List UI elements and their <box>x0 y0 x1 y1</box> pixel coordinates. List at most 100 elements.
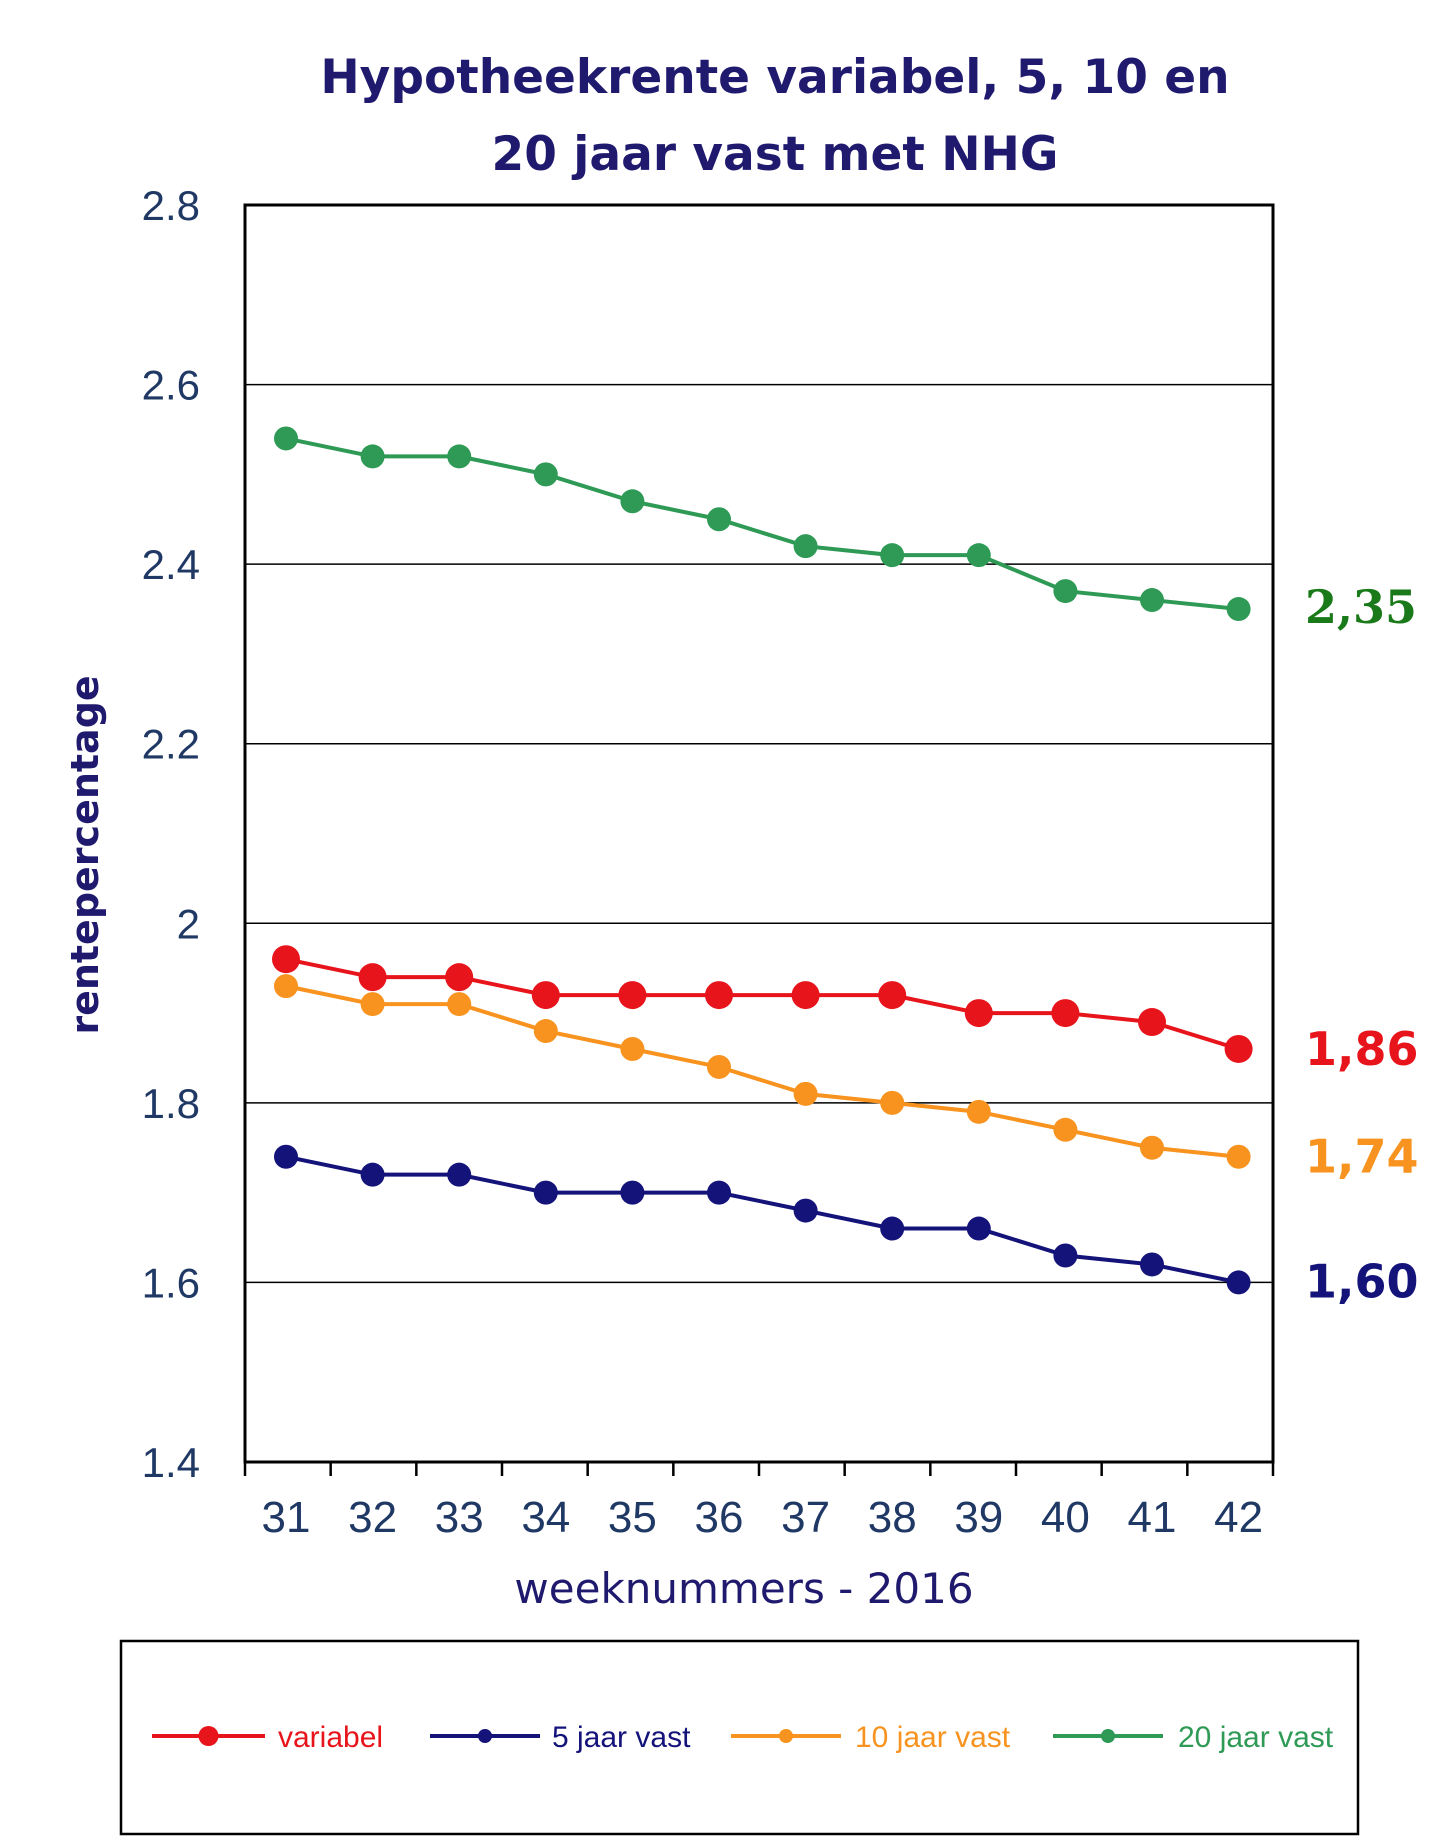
legend-label: 20 jaar vast <box>1178 1721 1334 1754</box>
x-tick-label: 33 <box>435 1493 484 1542</box>
data-point <box>272 945 300 974</box>
data-point <box>793 534 818 559</box>
data-point <box>533 462 558 487</box>
x-axis-label: weeknummers - 2016 <box>514 1564 973 1613</box>
data-point <box>445 963 474 992</box>
data-point <box>447 444 472 469</box>
data-point <box>878 981 907 1010</box>
data-point <box>964 999 993 1028</box>
y-tick-label: 1.8 <box>142 1080 200 1127</box>
series-5-jaar-vast <box>274 1144 1251 1295</box>
data-point <box>274 426 298 451</box>
data-point <box>618 981 647 1010</box>
x-tick-label: 37 <box>781 1493 830 1542</box>
x-tick-label: 38 <box>868 1493 917 1542</box>
y-axis-label: rentepercentage <box>63 675 107 1034</box>
chart-title-line-2: 20 jaar vast met NHG <box>492 127 1059 182</box>
legend-label: 10 jaar vast <box>855 1721 1011 1754</box>
data-point <box>1138 1008 1166 1037</box>
data-point <box>620 1180 645 1205</box>
series-20-jaar-vast <box>274 426 1251 622</box>
data-point <box>1053 1243 1078 1268</box>
data-point <box>358 963 387 992</box>
data-point <box>447 1162 472 1187</box>
data-point <box>531 981 560 1010</box>
data-point <box>533 1019 558 1044</box>
data-point <box>1224 1034 1253 1063</box>
data-point <box>620 489 645 514</box>
legend-item: 5 jaar vast <box>430 1721 691 1754</box>
chart-title-line-1: Hypotheekrente variabel, 5, 10 en <box>320 50 1229 105</box>
data-point <box>1140 588 1164 613</box>
x-tick-label: 41 <box>1128 1493 1177 1542</box>
legend-label: 5 jaar vast <box>552 1721 691 1754</box>
y-tick-label: 2.8 <box>142 182 200 229</box>
legend-item: 20 jaar vast <box>1053 1721 1334 1754</box>
data-point <box>880 1216 905 1241</box>
end-value-label: 1,60 <box>1305 1254 1419 1308</box>
x-tick-label: 34 <box>521 1493 570 1542</box>
y-tick-label: 2.2 <box>142 721 200 768</box>
data-point <box>793 1081 818 1106</box>
data-point <box>274 974 298 999</box>
series-line <box>285 957 1240 1051</box>
legend-item: variabel <box>152 1721 383 1754</box>
data-point <box>707 1054 731 1079</box>
data-point <box>705 981 733 1010</box>
data-point <box>533 1180 558 1205</box>
x-tick-label: 35 <box>608 1493 657 1542</box>
data-point <box>360 992 385 1017</box>
x-tick-label: 39 <box>954 1493 1003 1542</box>
data-point <box>966 543 991 568</box>
data-point <box>274 1144 298 1169</box>
end-value-label: 1,86 <box>1305 1022 1419 1076</box>
y-tick-label: 2.6 <box>142 362 200 409</box>
legend-label: variabel <box>278 1721 383 1754</box>
series-line <box>285 984 1239 1159</box>
gridlines <box>245 383 1273 1284</box>
data-point <box>360 444 385 469</box>
plot-area-frame <box>243 203 1275 1464</box>
legend-swatch-marker <box>779 1729 793 1743</box>
data-point <box>1226 1270 1251 1295</box>
series-layer <box>272 426 1253 1295</box>
y-tick-label: 2.4 <box>142 541 200 588</box>
data-point <box>1226 597 1251 622</box>
x-tick-label: 42 <box>1214 1493 1263 1542</box>
end-value-labels: 1,86 1,60 1,74 2,35 <box>1305 580 1419 1308</box>
y-tick-label: 1.4 <box>142 1439 200 1486</box>
y-tick-label: 1.6 <box>142 1259 200 1306</box>
data-point <box>880 1090 905 1115</box>
series-10-jaar-vast <box>274 974 1251 1169</box>
end-value-label: 2,35 <box>1305 580 1417 634</box>
end-value-label: 1,74 <box>1305 1130 1419 1184</box>
data-point <box>966 1099 991 1124</box>
legend-swatch-marker <box>478 1729 492 1743</box>
legend-swatch-marker <box>198 1726 219 1746</box>
data-point <box>1140 1135 1164 1160</box>
data-point <box>966 1216 991 1241</box>
legend-item: 10 jaar vast <box>731 1721 1011 1754</box>
data-point <box>1140 1252 1164 1277</box>
data-point <box>880 543 905 568</box>
x-tick-label: 31 <box>262 1493 311 1542</box>
data-point <box>1226 1144 1251 1169</box>
data-point <box>707 507 731 532</box>
x-tick-label: 36 <box>695 1493 744 1542</box>
data-point <box>1051 999 1080 1028</box>
legend-swatch-marker <box>1101 1729 1115 1743</box>
data-point <box>360 1162 385 1187</box>
series-line <box>285 1154 1240 1285</box>
y-tick-labels: 1.4 1.6 1.8 2 2.2 2.4 2.6 2.8 <box>142 182 200 1486</box>
data-point <box>707 1180 731 1205</box>
data-point <box>1053 579 1078 604</box>
data-point <box>447 992 472 1017</box>
data-point <box>791 981 820 1010</box>
y-tick-label: 2 <box>177 900 200 947</box>
data-point <box>620 1036 645 1061</box>
series-variabel <box>272 945 1253 1063</box>
x-tick-label: 40 <box>1041 1493 1090 1542</box>
x-tick-label: 32 <box>348 1493 397 1542</box>
data-point <box>1053 1117 1078 1142</box>
